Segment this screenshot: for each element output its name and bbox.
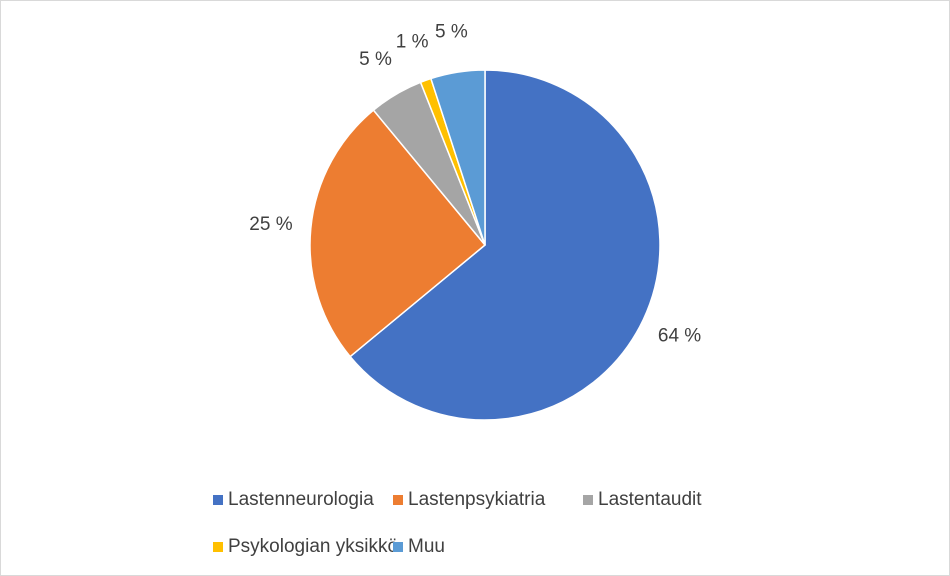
legend-label: Lastenneurologia [228, 489, 374, 510]
data-label: 5 % [435, 22, 468, 43]
data-label: 25 % [249, 214, 292, 235]
legend-label: Psykologian yksikkö [228, 536, 398, 557]
legend-swatch [393, 495, 403, 505]
data-label: 5 % [359, 49, 392, 70]
data-label: 64 % [658, 326, 701, 347]
legend-swatch [583, 495, 593, 505]
pie-slice [309, 109, 487, 358]
legend-swatch [393, 542, 403, 552]
data-label: 1 % [396, 32, 429, 53]
legend-label: Muu [408, 536, 445, 557]
legend-swatch [213, 495, 223, 505]
legend-swatch [213, 542, 223, 552]
pie-slice [429, 69, 486, 246]
legend-label: Lastentaudit [598, 489, 702, 510]
pie-slice [349, 69, 661, 421]
legend-label: Lastenpsykiatria [408, 489, 546, 510]
